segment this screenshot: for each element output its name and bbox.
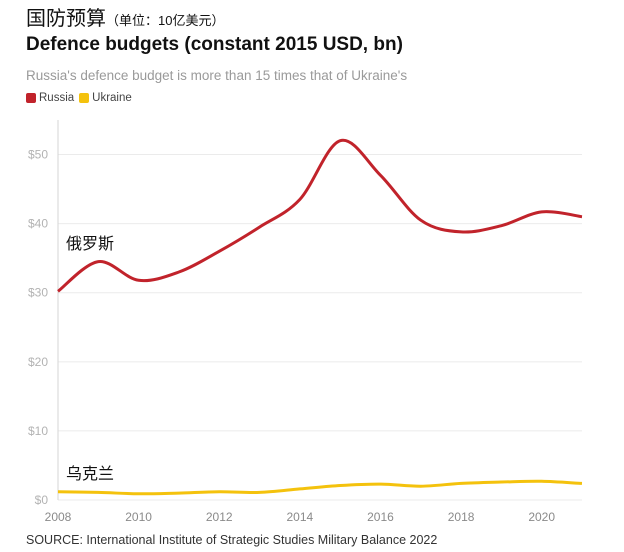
chart-unit-cn: （单位：10亿美元）	[106, 13, 225, 28]
legend-item-russia: Russia	[26, 91, 74, 105]
x-tick-label: 2020	[528, 510, 555, 524]
legend-label-russia: Russia	[39, 92, 75, 104]
y-tick-labels: $0 $10 $20 $30 $40 $50	[28, 148, 48, 507]
y-tick-label: $30	[28, 286, 48, 300]
series-line-russia	[57, 138, 583, 293]
legend-swatch-ukraine	[79, 93, 90, 103]
legend-swatch-russia	[26, 93, 36, 103]
chart-title: Defence budgets (constant 2015 USD, bn)	[26, 34, 403, 55]
chart-subtitle: Russia's defence budget is more than 15 …	[26, 68, 408, 83]
chart-title-chinese: 国防预算（单位：10亿美元）	[26, 6, 224, 34]
series-lines	[57, 138, 583, 496]
y-tick-label: $50	[28, 148, 48, 162]
source-note: SOURCE: International Institute of Strat…	[26, 533, 438, 547]
x-tick-label: 2010	[125, 510, 152, 524]
y-tick-label: $0	[35, 493, 49, 507]
x-tick-label: 2018	[448, 510, 475, 524]
annotation-ukraine: 乌克兰	[66, 465, 114, 483]
x-tick-label: 2012	[206, 510, 233, 524]
y-tick-label: $20	[28, 355, 48, 369]
legend-label-ukraine: Ukraine	[92, 92, 132, 104]
annotation-russia: 俄罗斯	[66, 235, 114, 253]
x-tick-labels: 2008 2010 2012 2014 2016 2018 2020	[45, 510, 556, 524]
y-tick-label: $10	[28, 424, 48, 438]
x-tick-label: 2016	[367, 510, 394, 524]
x-tick-label: 2008	[45, 510, 72, 524]
chart-title-cn: 国防预算	[26, 8, 106, 30]
series-line-ukraine	[57, 479, 583, 496]
legend-item-ukraine: Ukraine	[79, 91, 132, 105]
gridlines	[58, 154, 582, 501]
y-tick-label: $40	[28, 217, 48, 231]
x-tick-label: 2014	[286, 510, 313, 524]
legend: Russia Ukraine	[26, 91, 137, 105]
line-chart: $0$10$20$30$40$50 2008 2010 2012 2014 2016 20…	[28, 120, 583, 524]
